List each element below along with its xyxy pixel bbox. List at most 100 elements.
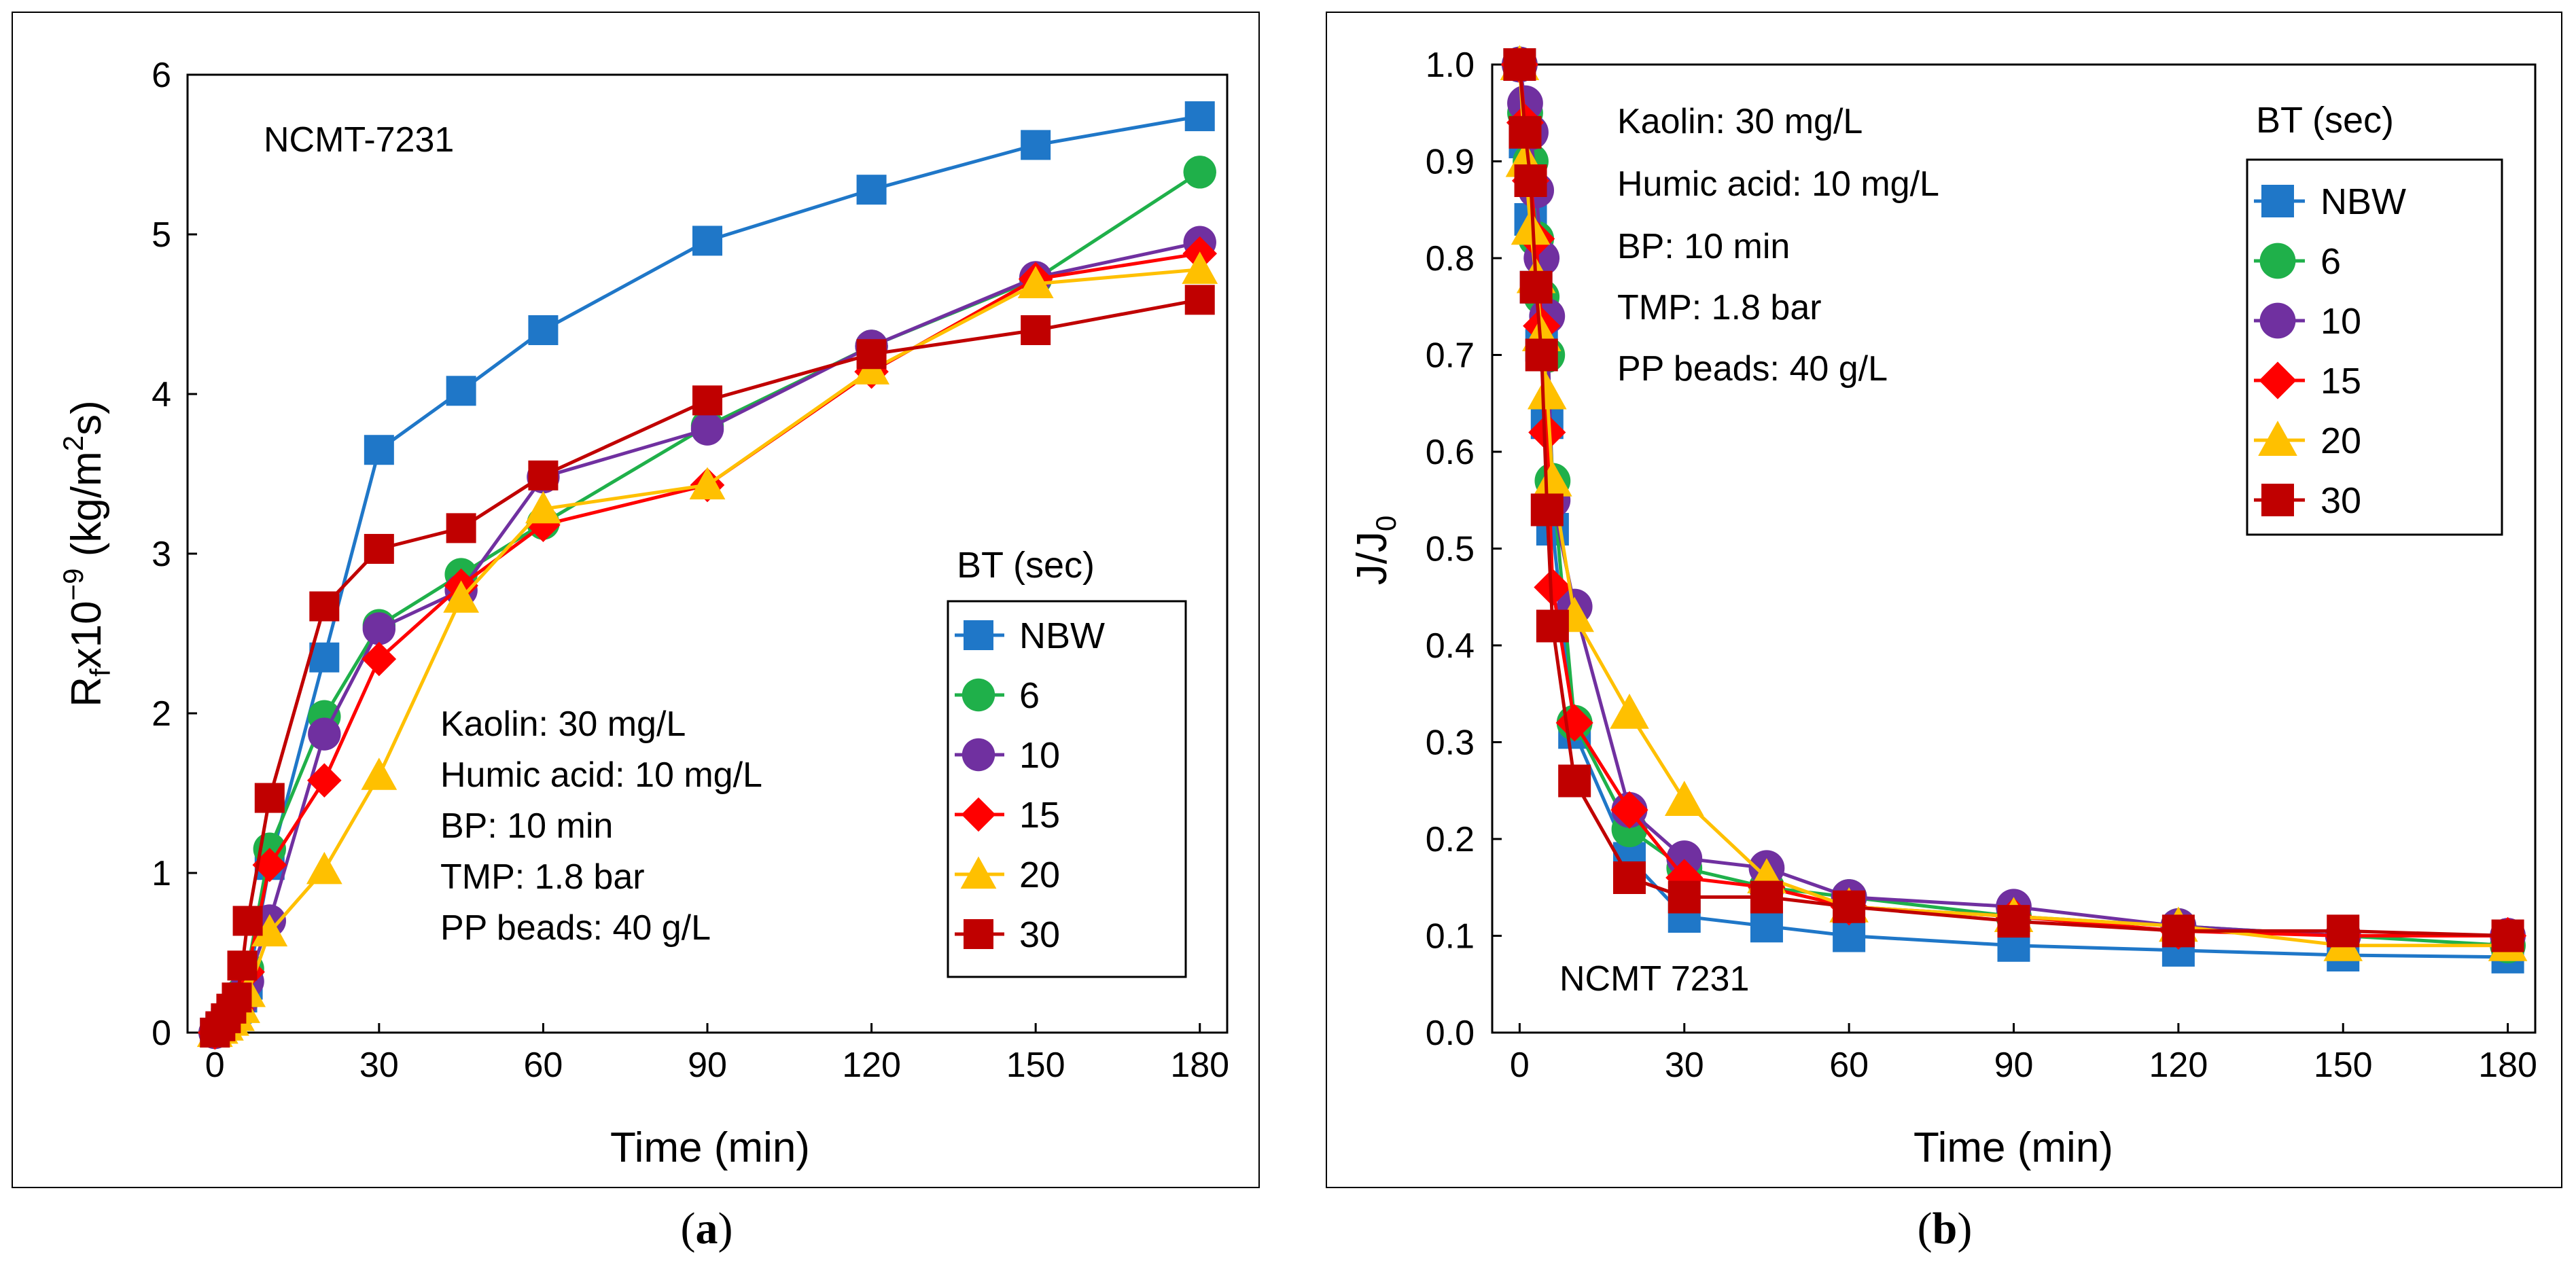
panel-a-series-NBW-point (528, 315, 559, 345)
panel-b-xtick-label: 90 (1994, 1046, 2034, 1085)
panel-b-legend-label: 20 (2321, 421, 2361, 461)
panel-b-series-15-point (1528, 413, 1566, 452)
panel-b-series-20-point (1527, 374, 1567, 410)
panel-a-series-30-point (222, 982, 252, 1013)
panel-a-legend-swatch-marker (961, 678, 995, 712)
panel-a-ytick-label: 1 (152, 854, 171, 893)
panel-a-series-NBW-point (1184, 101, 1215, 132)
panel-a-legend-label: 20 (1019, 855, 1060, 895)
panel-b-series-NBW-point (1750, 910, 1783, 943)
panel-a-legend-entry-6: 6 (955, 675, 1040, 716)
panel-b-xtick-label: 0 (1510, 1046, 1530, 1085)
panel-a-letter: (a) (681, 1204, 733, 1253)
panel-a-xlabel: Time (min) (610, 1124, 810, 1171)
panel-a-annotation-bp: BP: 10 min (440, 806, 613, 846)
panel-b-legend-entry-20: 20 (2254, 421, 2361, 461)
panel-a-ytick-label: 3 (152, 535, 171, 574)
panel-b-legend-label: 10 (2321, 301, 2361, 342)
panel-b-ytick-label: 0.9 (1426, 143, 1475, 182)
panel-a-series-10-point (308, 717, 341, 751)
panel-a-xtick-label: 150 (1006, 1046, 1065, 1085)
panel-a-series-30-point (227, 950, 258, 981)
panel-b-legend-title: BT (sec) (2256, 100, 2394, 141)
panel-a-series (196, 101, 1218, 1050)
panel-a-ylabel: Rfx10−9 (kg/m2s) (57, 400, 116, 707)
panel-b-annotation-tmp: TMP: 1.8 bar (1617, 288, 1822, 327)
panel-b-legend-entry-15: 15 (2254, 361, 2361, 401)
panel-b-series-20-point (1664, 781, 1704, 817)
panel-a-series-30-point (856, 339, 887, 370)
panel-b-series-30-point (1519, 270, 1553, 304)
panel-b-xtick-label: 30 (1665, 1046, 1704, 1085)
panel-a-xtick-label: 180 (1170, 1046, 1229, 1085)
panel-a-xtick-label: 90 (688, 1046, 727, 1085)
panel-b-series-30-point (1833, 890, 1866, 923)
panel-a: 0 1 2 3 4 5 6 0 30 60 90 120 150 180 Rfx10−9 (kg/m2s… (12, 12, 1260, 1188)
panel-b-series-30-point (1508, 115, 1542, 149)
panel-a-ytick-label: 2 (152, 694, 171, 734)
panel-a-legend-entry-NBW: NBW (955, 615, 1105, 656)
panel-b-ytick-label: 0.2 (1426, 820, 1475, 859)
panel-b-annotation-humic: Humic acid: 10 mg/L (1617, 164, 1939, 204)
panel-a-annotation-tmp: TMP: 1.8 bar (440, 857, 645, 897)
panel-b-legend-swatch-marker (2259, 361, 2297, 399)
panel-a-series-20-point (443, 580, 480, 613)
panel-a-series-10-point (690, 412, 724, 446)
panel-a-series-30-point (692, 385, 722, 416)
panel-a-legend-swatch-marker (961, 738, 995, 772)
panel-b-series-30-point (2491, 919, 2524, 952)
panel-a-ytick-label: 6 (152, 56, 171, 95)
panel-a-series-20-point (689, 467, 726, 500)
panel-b-series-30 (1503, 48, 2524, 952)
panel-a-legend-swatch-marker (964, 620, 993, 650)
panel-b-annotation-bp: BP: 10 min (1617, 227, 1790, 266)
panel-a-y-axis: 0 1 2 3 4 5 6 (152, 56, 197, 1053)
panel-a-series-30-point (446, 513, 476, 543)
panel-a-ytick-label: 4 (152, 375, 171, 414)
panel-a-series-NBW-point (446, 376, 476, 406)
panel-b-legend-entry-6: 6 (2254, 241, 2341, 282)
panel-b-annotation-kaolin: Kaolin: 30 mg/L (1617, 102, 1863, 141)
panel-b-legend-swatch-marker (2259, 302, 2296, 339)
panel-b-series-30-point (1536, 609, 1569, 643)
panel-b-xlabel: Time (min) (1913, 1124, 2113, 1171)
panel-b-xtick-label: 150 (2314, 1046, 2373, 1085)
panel-a-series-15-point (361, 641, 397, 677)
panel-a-annotation-ppbeads: PP beads: 40 g/L (440, 908, 711, 948)
panel-b-series-30-point (1668, 880, 1701, 914)
panel-a-legend-label: 15 (1019, 795, 1060, 836)
panel-b-legend-label: 15 (2321, 361, 2361, 401)
panel-a-xtick-label: 120 (842, 1046, 901, 1085)
panel-a-legend-swatch-marker (961, 797, 996, 832)
panel-a-legend-swatch-marker (960, 856, 997, 889)
panel-b-legend-swatch-marker (2261, 484, 2294, 516)
panel-a-xtick-label: 60 (523, 1046, 563, 1085)
panel-b-ytick-label: 1.0 (1426, 46, 1475, 85)
panel-b-legend-label: 30 (2321, 480, 2361, 521)
panel-a-legend-entry-10: 10 (955, 735, 1060, 776)
panel-a-series-30 (200, 285, 1215, 1048)
panel-b: 0.0 0.1 0.2 0.3 0.4 0.5 0.6 0.7 0.8 0.9 1.0 0 30 60 9… (1326, 12, 2562, 1188)
panel-b-legend-swatch-marker (2261, 185, 2294, 217)
panel-a-series-6-point (1183, 156, 1216, 189)
panel-a-legend-entry-15: 15 (955, 795, 1060, 836)
panel-b-legend-label: 6 (2321, 241, 2341, 282)
panel-a-xtick-label: 30 (359, 1046, 399, 1085)
panel-b-series-30-point (1612, 861, 1646, 894)
panel-b-ytick-label: 0.3 (1426, 724, 1475, 763)
panel-b-legend-box (2246, 158, 2503, 536)
panel-b-series-20-point (1511, 209, 1551, 245)
panel-a-legend-swatch-marker (964, 919, 993, 949)
panel-b-legend-entry-30: 30 (2254, 480, 2361, 521)
panel-a-series-20-point (1017, 266, 1054, 298)
panel-b-legend-swatch-marker (2259, 243, 2296, 279)
panel-a-sample-label: NCMT-7231 (264, 120, 454, 160)
panel-a-annotation-humic: Humic acid: 10 mg/L (440, 755, 762, 795)
panel-a-series-30-point (1184, 285, 1215, 315)
panel-b-series-30-point (1530, 493, 1564, 526)
panel-a-series-15-point (307, 763, 342, 798)
panel-a-ytick-label: 0 (152, 1014, 171, 1053)
panel-a-legend-label: 6 (1019, 675, 1040, 716)
panel-a-legend-box (947, 600, 1187, 978)
panel-a-series-15-point (252, 847, 287, 882)
